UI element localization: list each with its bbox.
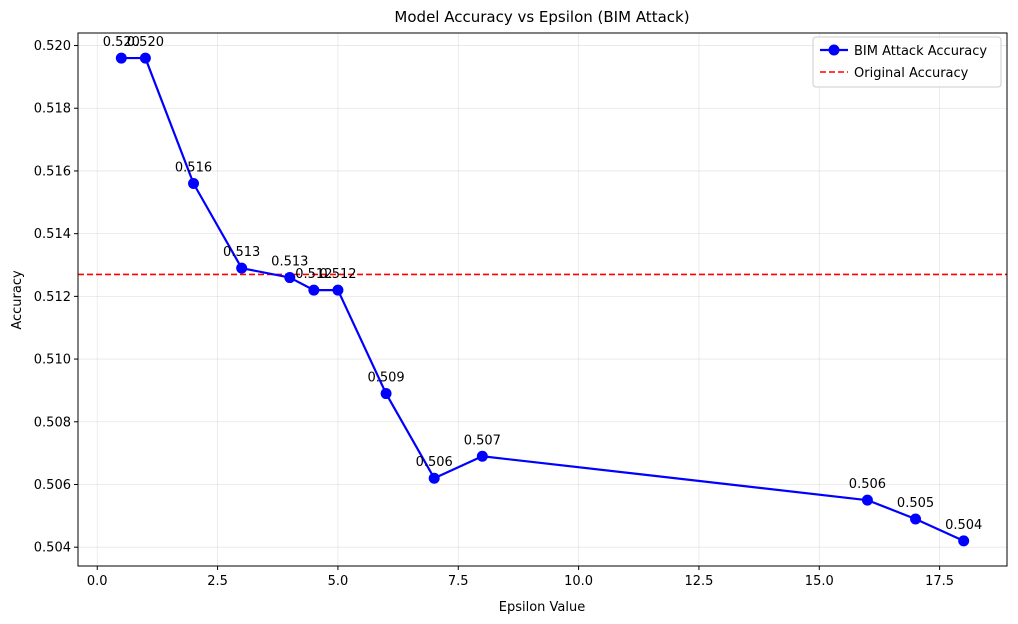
legend-series-swatch-marker: [828, 44, 840, 56]
data-value-label: 0.520: [127, 35, 164, 50]
data-value-label: 0.509: [367, 371, 404, 386]
data-point: [115, 52, 127, 64]
x-tick-label: 17.5: [925, 574, 954, 589]
data-point: [861, 494, 873, 506]
data-point: [332, 284, 344, 296]
grid: [78, 33, 1007, 566]
legend-reference-label: Original Accuracy: [854, 66, 969, 81]
data-point: [188, 177, 200, 189]
y-tick-label: 0.504: [34, 541, 71, 556]
data-point: [284, 272, 296, 284]
y-tick-label: 0.516: [34, 164, 71, 179]
data-value-label: 0.512: [319, 267, 356, 282]
x-tick-label: 2.5: [207, 574, 228, 589]
data-value-label: 0.504: [945, 518, 982, 533]
y-tick-label: 0.520: [34, 39, 71, 54]
data-point: [139, 52, 151, 64]
x-tick-label: 7.5: [448, 574, 469, 589]
x-axis-ticks: 0.0 2.5 5.0 7.5 10.0 12.5 15.0 17.5: [87, 566, 954, 589]
y-tick-label: 0.518: [34, 102, 71, 117]
x-tick-label: 0.0: [87, 574, 108, 589]
data-value-label: 0.512: [295, 267, 332, 282]
data-value-label: 0.520: [103, 35, 140, 50]
y-tick-label: 0.510: [34, 353, 71, 368]
data-point: [380, 388, 392, 400]
data-point: [910, 513, 922, 525]
y-tick-label: 0.514: [34, 227, 71, 242]
x-axis-label: Epsilon Value: [499, 600, 586, 615]
data-value-label: 0.507: [464, 433, 501, 448]
x-tick-label: 12.5: [684, 574, 713, 589]
data-value-label: 0.506: [416, 455, 453, 470]
data-point: [428, 472, 440, 484]
data-labels: 0.5200.5200.5160.5130.5130.5120.5120.509…: [103, 35, 983, 533]
data-point: [308, 284, 320, 296]
data-value-label: 0.505: [897, 496, 934, 511]
series-line: [121, 56, 965, 542]
data-value-label: 0.513: [223, 245, 260, 260]
data-point: [236, 262, 248, 274]
data-point: [476, 450, 488, 462]
plot-frame: [77, 32, 1008, 567]
legend: BIM Attack Accuracy Original Accuracy: [812, 36, 1002, 88]
x-tick-label: 15.0: [805, 574, 834, 589]
data-value-label: 0.513: [271, 255, 308, 270]
legend-box: [812, 36, 1002, 88]
data-point: [958, 535, 970, 547]
x-tick-label: 10.0: [564, 574, 593, 589]
y-tick-label: 0.512: [34, 290, 71, 305]
x-tick-label: 5.0: [328, 574, 349, 589]
data-value-label: 0.506: [849, 477, 886, 492]
y-tick-label: 0.508: [34, 415, 71, 430]
y-axis-ticks: 0.504 0.506 0.508 0.510 0.512 0.514 0.516 0.518…: [34, 39, 78, 556]
y-axis-label: Accuracy: [10, 270, 25, 330]
y-tick-label: 0.506: [34, 478, 71, 493]
data-value-label: 0.516: [175, 160, 212, 175]
chart-title: Model Accuracy vs Epsilon (BIM Attack): [394, 8, 689, 26]
series-layer: [115, 52, 970, 547]
legend-series-label: BIM Attack Accuracy: [854, 44, 987, 59]
